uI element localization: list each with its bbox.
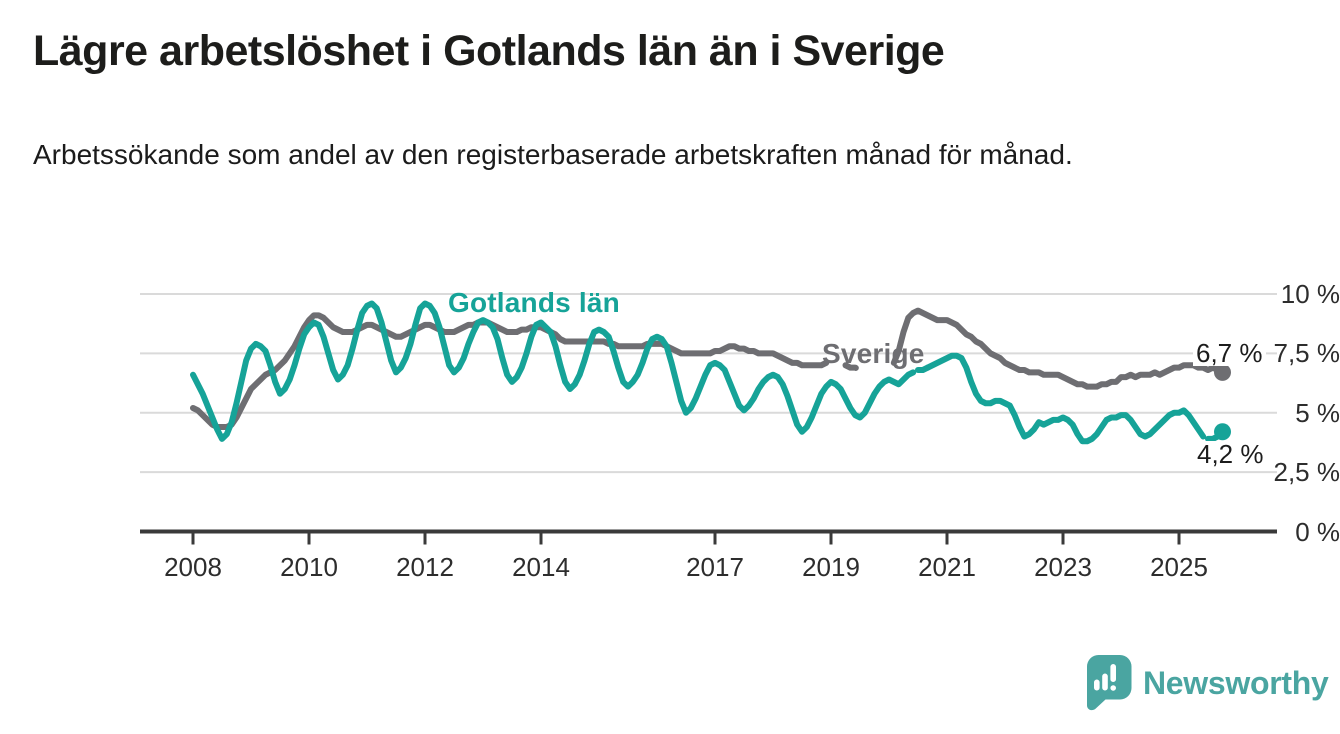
x-tick-label: 2017 <box>686 552 744 582</box>
y-tick-label: 0 % <box>1295 516 1340 547</box>
gotlands-l-n-line <box>924 352 1207 445</box>
speech-bubble-bar-chart-icon <box>1087 655 1132 711</box>
page-title: Lägre arbetslöshet i Gotlands län än i S… <box>33 27 945 75</box>
x-tick-label: 2019 <box>802 552 860 582</box>
end-value-label-sverige: 6,7 % <box>1193 340 1266 366</box>
gotlands-l-n-line <box>190 300 917 442</box>
sverige-line <box>190 312 830 430</box>
sverige-end-dot <box>1214 363 1231 381</box>
x-tick-label: 2012 <box>396 552 454 582</box>
page-subtitle: Arbetssökande som andel av den registerb… <box>33 139 1073 170</box>
newsworthy-logo: Newsworthy <box>1086 654 1329 712</box>
x-tick-label: 2014 <box>512 552 570 582</box>
gotlands-l-n-line-dashed <box>915 364 931 373</box>
x-tick-label: 2025 <box>1150 552 1208 582</box>
x-tick-label: 2010 <box>280 552 338 582</box>
series-label-sverige: Sverige <box>822 338 925 369</box>
y-tick-label: 7,5 % <box>1273 338 1340 369</box>
brand-name: Newsworthy <box>1143 665 1329 701</box>
series-label-gotland: Gotlands län <box>448 287 620 318</box>
x-tick-label: 2023 <box>1034 552 1092 582</box>
x-tick-label: 2021 <box>918 552 976 582</box>
sverige-line <box>890 307 1226 390</box>
sverige-line-dashed <box>842 362 863 373</box>
y-tick-label: 10 % <box>1280 279 1340 309</box>
end-value-label-gotland: 4,2 % <box>1194 441 1267 467</box>
gotlands-l-n-end-dot <box>1214 423 1231 441</box>
y-tick-label: 2,5 % <box>1273 457 1340 488</box>
x-tick-label: 2008 <box>164 552 222 582</box>
y-tick-label: 5 % <box>1295 397 1340 428</box>
